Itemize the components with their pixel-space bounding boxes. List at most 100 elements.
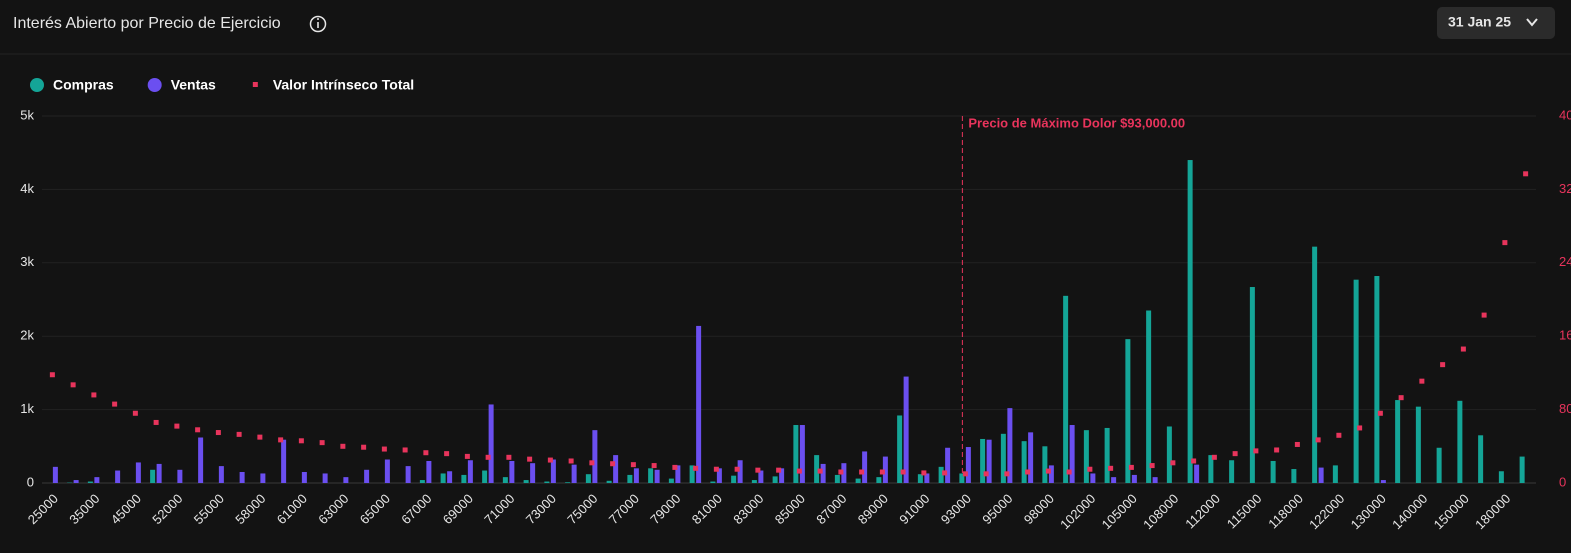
max-pain-label: Precio de Máximo Dolor $93,000.00 [968, 115, 1185, 130]
intrinsic-value-point [1170, 460, 1176, 466]
bar [876, 477, 882, 483]
legend-label: Compras [53, 77, 114, 93]
bar [1498, 471, 1504, 483]
intrinsic-value-point [817, 468, 823, 474]
intrinsic-value-point [1149, 463, 1155, 469]
bar [855, 478, 861, 483]
bar [1007, 408, 1013, 483]
bar [218, 466, 224, 483]
date-selector[interactable]: 31 Jan 25 [1437, 7, 1555, 39]
y2-tick-label: 400 [1559, 107, 1571, 122]
bar [897, 415, 903, 483]
intrinsic-value-point [153, 419, 159, 425]
bar [648, 468, 654, 483]
legend-marker [147, 78, 162, 92]
intrinsic-value-point [1004, 471, 1010, 477]
bar [731, 475, 737, 483]
bar [419, 480, 425, 483]
bar [239, 471, 245, 483]
bar [793, 425, 799, 483]
bar [820, 463, 826, 483]
bar [571, 464, 577, 483]
bar [696, 325, 702, 483]
bar [882, 456, 888, 483]
intrinsic-value-point [49, 372, 55, 378]
intrinsic-value-point [983, 471, 989, 477]
bar [150, 469, 156, 483]
bar [1146, 310, 1152, 483]
bar [565, 482, 571, 483]
intrinsic-value-point [444, 451, 450, 457]
bar [1318, 467, 1324, 483]
bar [841, 463, 847, 483]
bar [426, 460, 432, 483]
bar [675, 465, 681, 483]
bar [177, 469, 183, 483]
legend-label: Valor Intrínseco Total [273, 77, 414, 93]
bar [1000, 433, 1006, 483]
bar [751, 480, 757, 483]
intrinsic-value-point [1398, 395, 1404, 401]
y-tick-label: 2k [20, 328, 34, 343]
intrinsic-value-point [381, 446, 387, 452]
intrinsic-value-point [879, 469, 885, 475]
intrinsic-value-point [402, 447, 408, 453]
bar [917, 474, 923, 483]
bar [52, 466, 58, 483]
intrinsic-value-point [361, 444, 367, 450]
bar [1028, 432, 1034, 483]
legend-marker [30, 78, 44, 92]
intrinsic-value-point [1045, 468, 1051, 474]
bar [467, 460, 473, 483]
bar [550, 459, 556, 483]
bar [281, 439, 287, 483]
intrinsic-value-point [921, 470, 927, 476]
intrinsic-value-point [1460, 346, 1466, 352]
bar [198, 437, 204, 483]
bar [606, 480, 612, 483]
bar [488, 404, 494, 483]
intrinsic-value-point [485, 454, 491, 460]
bar [135, 462, 141, 483]
intrinsic-value-point [796, 468, 802, 474]
bar [343, 477, 349, 483]
bar [710, 481, 716, 483]
y-tick-label: 5k [20, 107, 34, 122]
intrinsic-value-point [340, 443, 346, 449]
intrinsic-value-point [962, 471, 968, 477]
bar [1229, 460, 1235, 483]
date-label: 31 Jan 25 [1448, 14, 1511, 30]
y-tick-label: 1k [20, 401, 34, 416]
bar [938, 466, 944, 483]
bar [461, 474, 467, 483]
y2-tick-label: 320 [1559, 181, 1571, 196]
bar [799, 425, 805, 483]
info-icon[interactable] [309, 15, 327, 33]
bar [737, 460, 743, 483]
bar [115, 470, 121, 483]
intrinsic-value-point [91, 392, 97, 398]
bar [592, 430, 598, 483]
bar [1083, 430, 1089, 483]
intrinsic-value-point [1066, 469, 1072, 475]
intrinsic-value-point [1232, 451, 1238, 457]
intrinsic-value-point [464, 453, 470, 459]
bar [1152, 477, 1158, 483]
bar [1353, 279, 1359, 483]
bar [959, 473, 965, 483]
bar [1166, 426, 1172, 483]
bar [1415, 406, 1421, 483]
bar [1332, 465, 1338, 483]
bar [1457, 400, 1463, 483]
bar [1090, 473, 1096, 483]
bar [980, 438, 986, 483]
intrinsic-value-point [195, 427, 201, 433]
bar [627, 474, 633, 483]
bar [945, 447, 951, 483]
bar [1104, 427, 1110, 483]
intrinsic-value-point [1357, 425, 1363, 431]
intrinsic-value-point [298, 438, 304, 444]
bar [654, 469, 660, 483]
bar [440, 473, 446, 483]
